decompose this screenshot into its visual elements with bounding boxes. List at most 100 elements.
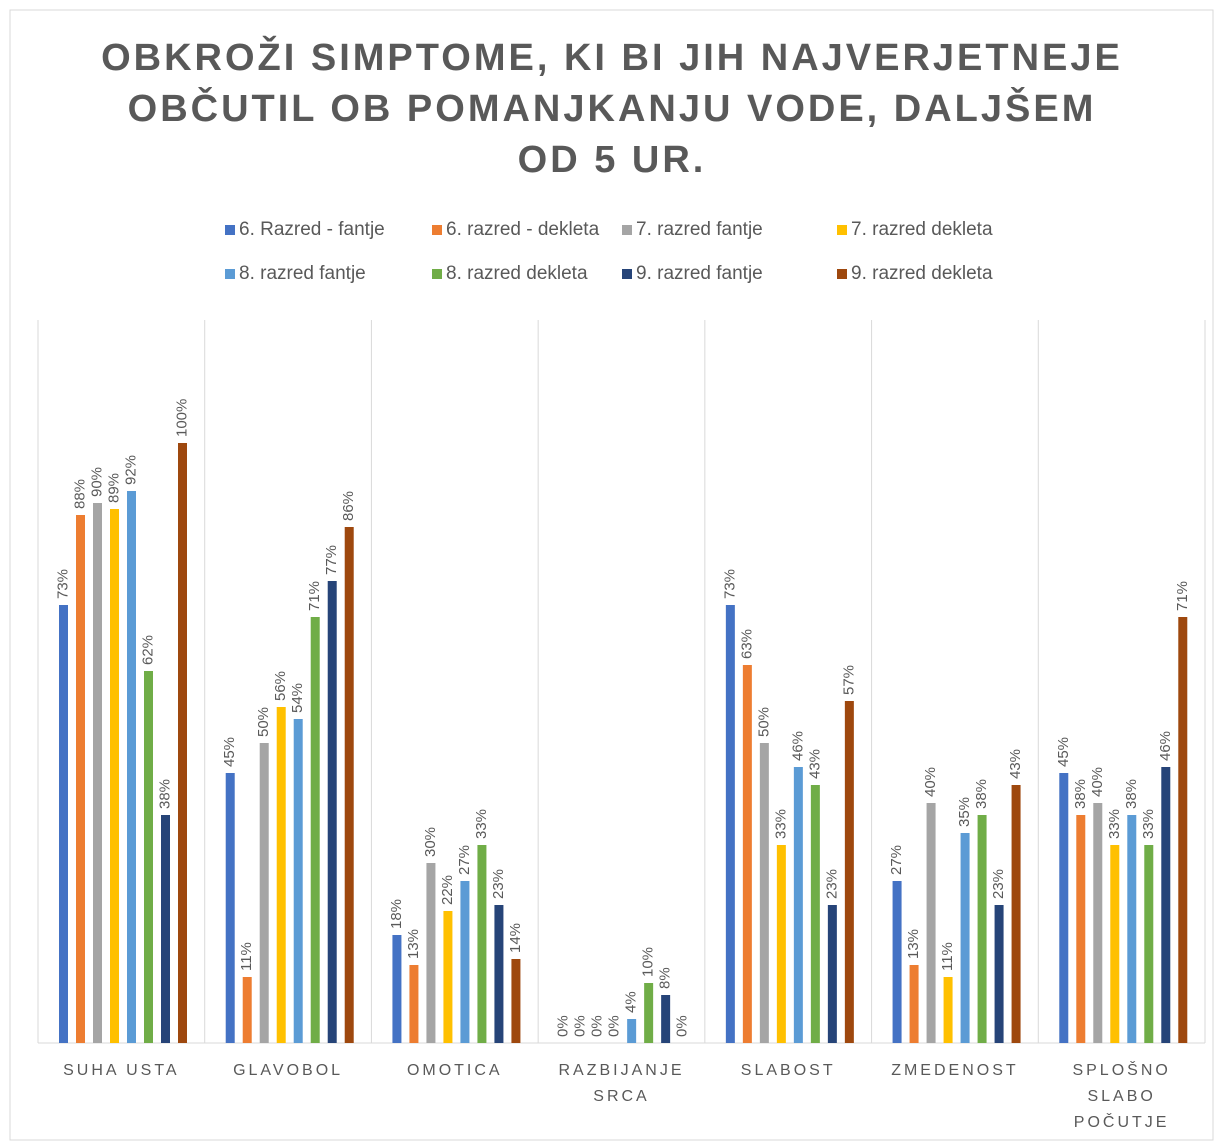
bar (1178, 617, 1188, 1043)
data-label: 40% (1089, 767, 1106, 797)
data-label: 13% (905, 929, 922, 959)
chart-title: OBČUTIL OB POMANJKANJU VODE, DALJŠEM (128, 85, 1097, 130)
legend-swatch (837, 269, 847, 279)
chart-title: OBKROŽI SIMPTOME, KI BI JIH NAJVERJETNEJ… (101, 35, 1123, 79)
legend-swatch (837, 225, 847, 235)
bar (1144, 845, 1154, 1043)
bar (161, 815, 170, 1043)
bar (977, 815, 987, 1043)
data-label: 71% (306, 581, 323, 611)
legend-label: 9. razred dekleta (851, 263, 993, 284)
data-label: 23% (490, 869, 507, 899)
bar (310, 617, 320, 1043)
data-label: 0% (606, 1015, 623, 1037)
data-label: 86% (340, 491, 357, 521)
data-label: 50% (255, 707, 272, 737)
bar (242, 977, 252, 1043)
legend-label: 9. razred fantje (636, 263, 763, 284)
bar (943, 977, 953, 1043)
bar (327, 581, 337, 1043)
bar (960, 833, 970, 1043)
x-tick-label: SPLOŠNO SLABO POČUTJE (1072, 1062, 1171, 1131)
bar (844, 701, 854, 1043)
bar (661, 995, 671, 1043)
bar (460, 881, 470, 1043)
bar (426, 863, 436, 1043)
bar (1161, 767, 1171, 1043)
data-label: 30% (422, 827, 439, 857)
bar (76, 515, 85, 1043)
bar (259, 743, 269, 1043)
x-tick-label: SLABOST (740, 1062, 836, 1079)
bar (409, 965, 419, 1043)
data-label: 50% (755, 707, 772, 737)
chart-title: OD 5 UR. (518, 139, 707, 181)
bar (1076, 815, 1086, 1043)
data-label: 11% (939, 942, 956, 971)
bar (742, 665, 752, 1043)
data-label: 46% (1157, 731, 1174, 761)
bar (392, 935, 402, 1043)
x-tick-label: RAZBIJANJE SRCA (558, 1062, 685, 1105)
data-label: 43% (1007, 749, 1024, 779)
bar (276, 707, 286, 1043)
x-tick-label: SUHA USTA (63, 1062, 180, 1079)
data-label: 38% (1072, 779, 1089, 809)
legend-swatch (432, 269, 442, 279)
data-label: 77% (323, 545, 340, 575)
legend-label: 8. razred fantje (239, 263, 366, 284)
data-label: 27% (456, 845, 473, 875)
x-tick-label: ZMEDENOST (891, 1062, 1019, 1079)
data-label: 38% (156, 779, 173, 809)
data-label: 33% (1140, 809, 1157, 839)
data-label: 54% (289, 683, 306, 713)
data-label: 62% (139, 635, 156, 665)
bar (793, 767, 803, 1043)
bar (892, 881, 902, 1043)
data-label: 11% (238, 942, 255, 971)
data-label: 22% (439, 875, 456, 905)
data-label: 14% (507, 923, 524, 953)
data-label: 46% (789, 731, 806, 761)
bar (127, 491, 136, 1043)
data-label: 38% (973, 779, 990, 809)
data-label: 33% (473, 809, 490, 839)
bar (1059, 773, 1069, 1043)
data-label: 90% (88, 467, 105, 497)
bar (644, 983, 654, 1043)
data-label: 27% (888, 845, 905, 875)
data-label: 35% (956, 797, 973, 827)
legend-label: 7. razred dekleta (851, 219, 993, 240)
bar (443, 911, 453, 1043)
data-label: 10% (640, 947, 657, 977)
data-label: 18% (388, 899, 405, 929)
data-label: 73% (54, 569, 71, 599)
bar (1011, 785, 1021, 1043)
data-label: 73% (721, 569, 738, 599)
data-label: 92% (122, 455, 139, 485)
data-label: 45% (221, 737, 238, 767)
data-label: 0% (572, 1015, 589, 1037)
data-label: 0% (589, 1015, 606, 1037)
data-label: 23% (990, 869, 1007, 899)
data-label: 0% (674, 1015, 691, 1037)
legend-swatch (622, 225, 632, 235)
data-label: 43% (806, 749, 823, 779)
data-label: 8% (657, 967, 674, 989)
bar (909, 965, 919, 1043)
bar (827, 905, 837, 1043)
bar (994, 905, 1004, 1043)
legend-swatch (432, 225, 442, 235)
data-label: 4% (623, 991, 640, 1013)
bar (776, 845, 786, 1043)
legend-swatch (225, 225, 235, 235)
x-tick-label: GLAVOBOL (233, 1062, 344, 1079)
bar (1127, 815, 1137, 1043)
bar (627, 1019, 637, 1043)
data-label: 71% (1174, 581, 1191, 611)
bar (1093, 803, 1103, 1043)
x-tick-label: OMOTICA (406, 1062, 503, 1079)
data-label: 63% (738, 629, 755, 659)
data-label: 0% (555, 1015, 572, 1037)
